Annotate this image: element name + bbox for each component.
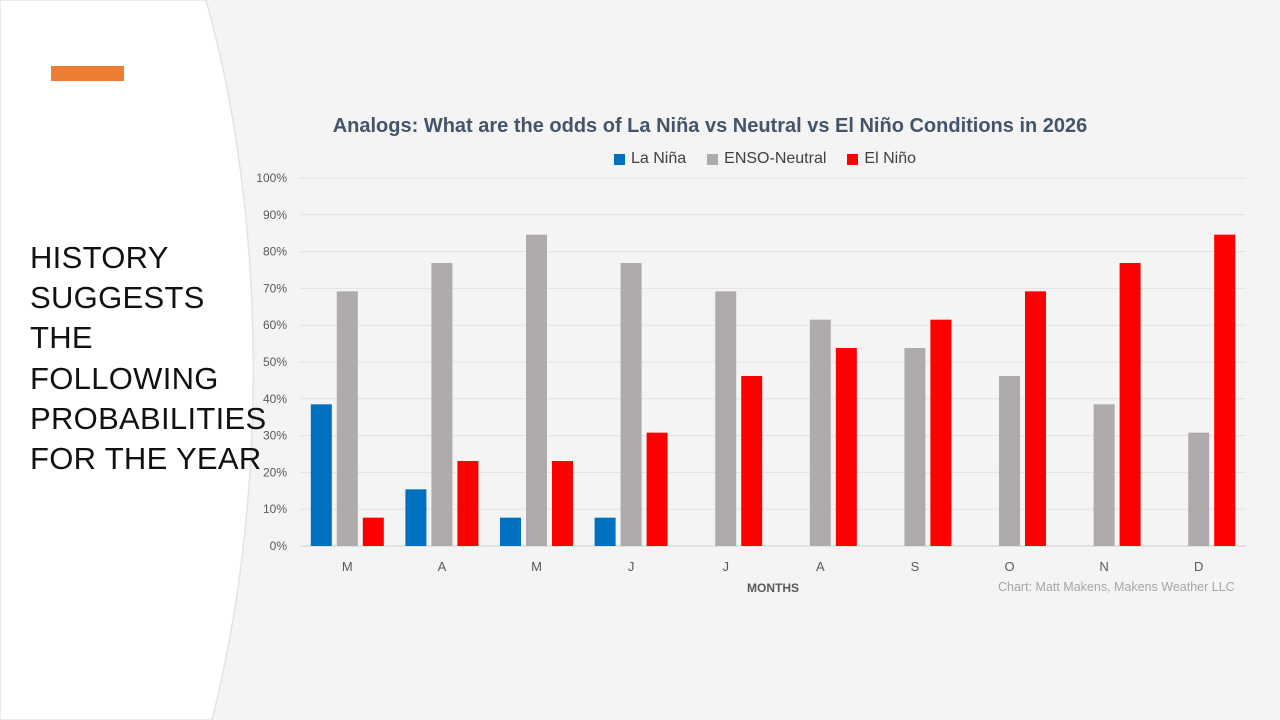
x-tick-label: M xyxy=(342,559,353,574)
x-tick-label: J xyxy=(628,559,635,574)
y-tick-label: 10% xyxy=(263,502,287,516)
chart-title: Analogs: What are the odds of La Niña vs… xyxy=(332,115,1088,137)
headline-line: THE xyxy=(30,320,93,356)
bar xyxy=(526,234,547,546)
y-tick-label: 50% xyxy=(263,355,287,369)
bar xyxy=(646,432,668,546)
headline-line: PROBABILITIES xyxy=(30,400,267,436)
chart-legend: La Niña ENSO-Neutral El Niño xyxy=(614,149,937,169)
x-tick-label: S xyxy=(911,559,920,574)
bar xyxy=(431,263,453,546)
chart-credit: Chart: Matt Makens, Makens Weather LLC xyxy=(998,580,1235,594)
bar xyxy=(809,319,831,546)
headline-line: FOR THE YEAR xyxy=(30,441,262,477)
bar xyxy=(715,291,737,546)
bar xyxy=(500,517,521,546)
bar xyxy=(620,263,642,546)
bar xyxy=(405,489,427,546)
legend-item-enso-neutral: ENSO-Neutral xyxy=(707,150,826,168)
legend-item-el-nino: El Niño xyxy=(847,150,916,168)
y-tick-label: 70% xyxy=(263,281,287,295)
x-tick-label: M xyxy=(531,559,542,574)
legend-item-la-nina: La Niña xyxy=(614,150,686,168)
legend-label-el-nino: El Niño xyxy=(864,150,916,167)
bar xyxy=(594,517,616,546)
bar xyxy=(362,517,384,546)
headline-line: FOLLOWING xyxy=(30,360,219,396)
legend-label-la-nina: La Niña xyxy=(631,150,687,167)
bar xyxy=(336,291,358,546)
legend-label-enso-neutral: ENSO-Neutral xyxy=(724,150,827,167)
x-tick-label: J xyxy=(722,559,729,574)
slide-headline: HISTORY SUGGESTS THE FOLLOWING PROBABILI… xyxy=(30,238,267,479)
headline-line: SUGGESTS xyxy=(30,280,205,316)
legend-swatch-la-nina xyxy=(614,153,625,165)
y-tick-label: 80% xyxy=(263,245,287,259)
bar xyxy=(999,375,1020,546)
bar xyxy=(310,404,332,546)
headline-line: HISTORY xyxy=(30,240,169,275)
y-tick-label: 60% xyxy=(263,318,287,332)
bar xyxy=(1093,404,1115,546)
y-tick-label: 20% xyxy=(263,465,287,479)
bar xyxy=(835,348,857,546)
y-tick-label: 100% xyxy=(256,171,287,185)
x-tick-label: D xyxy=(1194,559,1203,574)
y-tick-label: 0% xyxy=(270,539,288,553)
bar xyxy=(1214,234,1236,546)
bar xyxy=(457,460,479,546)
x-tick-label: O xyxy=(1004,559,1014,574)
left-panel-shape xyxy=(0,0,254,720)
bar xyxy=(904,348,926,546)
bar xyxy=(552,460,573,546)
y-tick-label: 40% xyxy=(263,392,287,406)
y-tick-label: 30% xyxy=(263,429,287,443)
x-axis-title: MONTHS xyxy=(747,581,799,595)
legend-swatch-enso-neutral xyxy=(707,153,719,165)
bar xyxy=(741,375,763,546)
bar xyxy=(930,319,952,546)
x-tick-label: A xyxy=(816,559,825,574)
y-tick-label: 90% xyxy=(263,208,287,222)
bar xyxy=(1025,291,1046,546)
accent-bar xyxy=(51,66,124,81)
bar xyxy=(1119,263,1141,546)
x-tick-label: N xyxy=(1099,559,1108,574)
legend-swatch-el-nino xyxy=(847,153,859,165)
bar xyxy=(1188,432,1210,546)
x-tick-label: A xyxy=(438,559,447,574)
